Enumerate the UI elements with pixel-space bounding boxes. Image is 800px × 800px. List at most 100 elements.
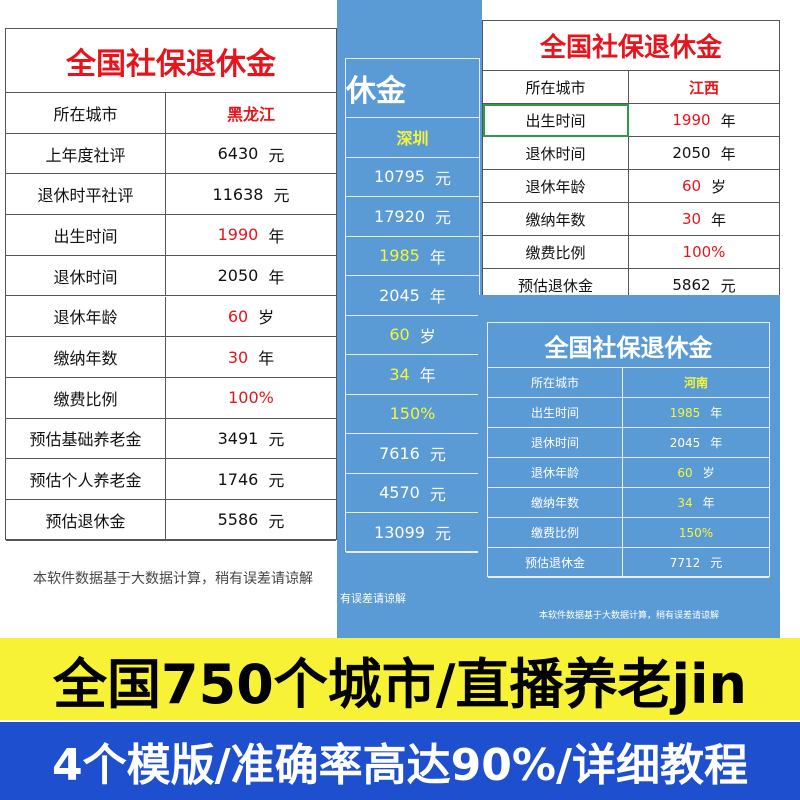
row-label: 退休时平社评 — [6, 174, 166, 216]
unit-text: 元 — [268, 471, 285, 491]
row-label: 缴纳年数 — [6, 337, 166, 378]
row-value: 7616 元 — [346, 434, 479, 474]
row-value: 1746 元 — [166, 459, 336, 500]
unit-text: 年 — [268, 267, 285, 287]
value-text: 30 — [681, 210, 702, 228]
row-label: 出生时间 — [483, 104, 629, 137]
unit-text: 元 — [268, 430, 285, 450]
row-value: 4570 元 — [346, 474, 479, 513]
unit-text: 年 — [419, 366, 436, 386]
row-value: 150% — [346, 395, 479, 434]
unit-text: 年 — [268, 226, 285, 246]
unit-text: 元 — [434, 168, 451, 188]
row-value: 河南 — [623, 368, 769, 398]
unit-text: 岁 — [711, 177, 727, 196]
row-value: 60 岁 — [346, 316, 479, 355]
row-label: 退休时间 — [483, 137, 629, 170]
row-label: 缴费比例 — [483, 236, 629, 269]
panel-footer: 有误差请谅解 — [340, 592, 406, 605]
row-label: 预估退休金 — [6, 500, 166, 541]
row-label: 退休年龄 — [6, 296, 166, 338]
row-value: 2045 年 — [346, 276, 479, 316]
value-text: 2050 — [217, 266, 259, 286]
row-value: 2045 年 — [623, 428, 769, 458]
value-text: 6430 — [217, 144, 259, 164]
row-value: 深圳 — [346, 118, 479, 158]
panel: 全国社保退休金 所在城市 黑龙江 上年度社评 6430 元退休时平社评 11638 元出生时间… — [5, 28, 337, 541]
value-text: 黑龙江 — [226, 104, 275, 124]
panel: 休金 深圳 10795 元 17920 元 1985 年 2045 年 60 岁 34 年 150% 7616… — [345, 58, 480, 553]
value-text: 30 — [227, 347, 249, 367]
row-label: 退休时间 — [488, 428, 623, 458]
row-value: 100% — [629, 236, 779, 269]
row-value: 江西 — [629, 71, 779, 104]
row-label: 预估退休金 — [488, 548, 623, 578]
panel-footer: 本软件数据基于大数据计算，稍有误差请谅解 — [538, 610, 719, 621]
value-text: 1985 — [669, 405, 701, 420]
value-text: 60 — [227, 306, 249, 326]
row-value: 34 年 — [623, 488, 769, 518]
value-text: 5862 — [672, 276, 711, 294]
value-text: 13099 — [374, 522, 425, 542]
panel-title: 休金 — [346, 59, 479, 118]
row-label: 退休年龄 — [483, 170, 629, 203]
row-label: 缴纳年数 — [483, 203, 629, 236]
panel-title: 全国社保退休金 — [6, 29, 336, 93]
row-label: 预估个人养老金 — [6, 459, 166, 500]
row-value: 30 年 — [166, 337, 336, 378]
value-text: 34 — [677, 495, 693, 510]
shenzhen-background — [337, 0, 482, 640]
panel: 全国社保退休金 所在城市 河南 出生时间 1985 年退休时间 2045 年退休年龄 60 岁缴纳… — [487, 322, 770, 578]
row-label: 出生时间 — [6, 215, 166, 256]
row-label: 预估基础养老金 — [6, 418, 166, 460]
unit-text: 元 — [710, 556, 723, 570]
row-value: 1985 年 — [346, 237, 479, 276]
row-value: 10795 元 — [346, 158, 479, 197]
value-text: 2045 — [379, 285, 420, 305]
row-value: 60 岁 — [623, 458, 769, 488]
row-value: 11638 元 — [166, 174, 336, 216]
yellow-banner: 全国750个城市/直播养老jin — [0, 638, 800, 720]
unit-text: 年 — [711, 210, 727, 229]
unit-text: 元 — [434, 524, 451, 544]
unit-text: 元 — [429, 484, 446, 504]
row-value: 13099 元 — [346, 513, 479, 553]
row-label: 所在城市 — [483, 71, 629, 104]
row-value: 7712 元 — [623, 548, 769, 578]
value-text: 34 — [389, 364, 410, 384]
value-text: 3491 — [217, 428, 259, 448]
value-text: 5586 — [217, 510, 259, 530]
value-text: 7616 — [379, 443, 420, 463]
value-text: 150% — [389, 404, 436, 424]
henan-background — [478, 295, 780, 640]
row-label: 上年度社评 — [6, 133, 166, 175]
value-text: 1990 — [217, 225, 259, 245]
row-value: 100% — [166, 378, 336, 419]
value-text: 深圳 — [396, 129, 429, 149]
value-text: 100% — [682, 243, 726, 261]
row-label: 缴纳年数 — [488, 488, 623, 518]
unit-text: 年 — [720, 144, 736, 163]
value-text: 江西 — [688, 78, 719, 97]
value-text: 60 — [677, 465, 693, 480]
unit-text: 元 — [268, 145, 285, 165]
unit-text: 年 — [429, 287, 446, 307]
row-value: 60 岁 — [166, 297, 336, 338]
value-text: 150% — [678, 525, 714, 540]
unit-text: 元 — [273, 186, 290, 206]
row-value: 34 年 — [346, 355, 479, 395]
row-value: 黑龙江 — [166, 93, 336, 134]
value-text: 10795 — [374, 167, 425, 187]
row-value: 2050 年 — [166, 256, 336, 297]
row-value: 30 年 — [629, 203, 779, 236]
value-text: 60 — [681, 177, 702, 195]
value-text: 1990 — [672, 111, 711, 129]
row-value: 1985 年 — [623, 398, 769, 428]
panel-title: 全国社保退休金 — [488, 323, 769, 368]
blue-banner: 4个模版/准确率高达90%/详细教程 — [0, 722, 800, 800]
unit-text: 年 — [702, 496, 715, 510]
unit-text: 岁 — [258, 308, 275, 328]
panel-footer: 本软件数据基于大数据计算，稍有误差请谅解 — [33, 571, 313, 587]
unit-text: 年 — [429, 247, 446, 267]
